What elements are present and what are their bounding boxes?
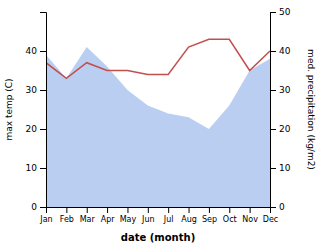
tick-label: Jul (163, 215, 174, 224)
y-axis-line (40, 13, 47, 208)
y2-axis-line (271, 13, 277, 208)
tick: 40 (270, 46, 291, 56)
plot: JanFebMarAprMayJunJulAugSepOctNovDec0102… (26, 7, 291, 223)
tick: 10 (26, 163, 46, 173)
tick: 20 (270, 124, 291, 134)
tick: Jun (141, 207, 155, 224)
tick: 0 (270, 202, 285, 212)
tick: 0 (31, 202, 46, 212)
tick-label: Mar (80, 215, 96, 224)
tick-mark (87, 207, 88, 213)
tick-mark (209, 207, 210, 213)
tick: Aug (181, 207, 197, 224)
tick: 20 (26, 124, 46, 134)
tick-mark (250, 207, 251, 213)
chart: JanFebMarAprMayJunJulAugSepOctNovDec0102… (0, 0, 318, 247)
tick-label: 30 (279, 85, 291, 95)
tick: Dec (263, 207, 278, 224)
x-axis: Jan Feb Mar Apr May Jun Jul Aug Sep Oct Nov Dec (39, 207, 278, 224)
y-axis-title: max temp (C) (4, 78, 14, 140)
tick-label: 0 (31, 202, 37, 212)
tick-mark (229, 207, 230, 213)
tick: Mar (80, 207, 96, 224)
tick-mark (270, 168, 276, 169)
tick-label: 10 (279, 163, 291, 173)
tick: May (120, 207, 137, 224)
tick-label: 50 (279, 7, 291, 17)
tick-mark (40, 168, 46, 169)
tick: Nov (242, 207, 258, 224)
tick-mark (148, 207, 149, 213)
tick-mark (270, 90, 276, 91)
tick: 40 (26, 46, 46, 56)
tick: 30 (270, 85, 291, 95)
tick-label: Feb (60, 215, 74, 224)
tick-label: 0 (279, 202, 285, 212)
tick-mark (270, 12, 276, 13)
tick: Sep (202, 207, 217, 224)
tick: Apr (101, 207, 116, 224)
tick-mark (66, 207, 67, 213)
tick-label: Nov (242, 215, 258, 224)
tick-label: 10 (26, 163, 38, 173)
tick-mark (107, 207, 108, 213)
area (46, 47, 270, 207)
x-axis-line (47, 208, 271, 214)
tick-label: May (120, 215, 137, 224)
tick-label: Apr (101, 215, 116, 224)
tick-mark (40, 90, 46, 91)
tick-mark (168, 207, 169, 213)
tick: 10 (270, 163, 291, 173)
tick: Jul (163, 207, 174, 224)
marks (46, 39, 270, 207)
tick: 50 (270, 7, 291, 17)
tick-label: 40 (26, 46, 38, 56)
tick-mark (127, 207, 128, 213)
line (46, 39, 270, 78)
tick-mark (270, 207, 276, 208)
tick-label: 20 (26, 124, 38, 134)
tick-mark (40, 207, 46, 208)
tick-label: Jan (39, 215, 52, 224)
tick-mark (270, 129, 276, 130)
tick: Jan (39, 207, 52, 224)
tick-label: 20 (279, 124, 291, 134)
tick-mark (189, 207, 190, 213)
y2-axis: 0 10 20 30 40 50 (270, 7, 291, 212)
tick: 30 (26, 85, 46, 95)
tick-label: 40 (279, 46, 291, 56)
tick-label: Oct (223, 215, 237, 224)
tick-mark (40, 51, 46, 52)
y2-axis-title: med. precipitation (kg/m2) (306, 49, 316, 170)
x-axis-title: date (month) (121, 232, 195, 243)
tick: Feb (60, 207, 74, 224)
tick-label: Jun (141, 215, 155, 224)
tick: Oct (223, 207, 237, 224)
tick-mark (40, 129, 46, 130)
tick-label: 30 (26, 85, 38, 95)
tick-label: Sep (202, 215, 217, 224)
y-axis: 0 10 20 30 40 (26, 13, 47, 213)
tick-mark (270, 51, 276, 52)
tick-label: Aug (181, 215, 197, 224)
tick-label: Dec (263, 215, 278, 224)
